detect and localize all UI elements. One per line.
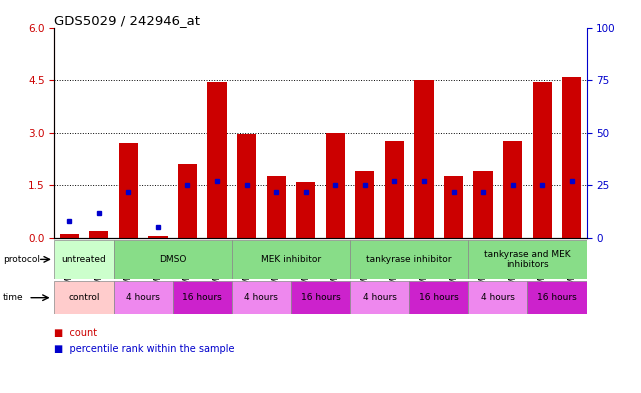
Bar bbox=[474, 171, 493, 238]
Bar bbox=[172, 281, 232, 314]
Text: time: time bbox=[3, 293, 24, 302]
Text: 16 hours: 16 hours bbox=[419, 293, 458, 302]
Bar bbox=[409, 281, 469, 314]
Text: 4 hours: 4 hours bbox=[126, 293, 160, 302]
Bar bbox=[533, 82, 552, 238]
Bar bbox=[414, 80, 433, 238]
Bar bbox=[119, 143, 138, 238]
Bar bbox=[562, 77, 581, 238]
Text: 4 hours: 4 hours bbox=[244, 293, 278, 302]
Text: untreated: untreated bbox=[62, 255, 106, 264]
Bar bbox=[528, 281, 587, 314]
Text: ■  percentile rank within the sample: ■ percentile rank within the sample bbox=[54, 344, 235, 354]
Text: 16 hours: 16 hours bbox=[301, 293, 340, 302]
Bar bbox=[350, 281, 409, 314]
Text: control: control bbox=[69, 293, 100, 302]
Text: tankyrase and MEK
inhibitors: tankyrase and MEK inhibitors bbox=[484, 250, 570, 269]
Bar bbox=[232, 240, 350, 279]
Bar bbox=[444, 176, 463, 238]
Bar bbox=[208, 82, 227, 238]
Bar bbox=[267, 176, 286, 238]
Bar bbox=[296, 182, 315, 238]
Bar bbox=[113, 281, 172, 314]
Bar bbox=[385, 141, 404, 238]
Bar bbox=[355, 171, 374, 238]
Text: tankyrase inhibitor: tankyrase inhibitor bbox=[367, 255, 452, 264]
Bar bbox=[291, 281, 350, 314]
Bar bbox=[350, 240, 469, 279]
Text: DMSO: DMSO bbox=[159, 255, 187, 264]
Bar bbox=[60, 234, 79, 238]
Bar bbox=[89, 231, 108, 238]
Text: 4 hours: 4 hours bbox=[363, 293, 397, 302]
Bar bbox=[326, 132, 345, 238]
Bar bbox=[178, 164, 197, 238]
Bar bbox=[148, 236, 167, 238]
Bar bbox=[54, 240, 113, 279]
Text: 16 hours: 16 hours bbox=[537, 293, 577, 302]
Text: GDS5029 / 242946_at: GDS5029 / 242946_at bbox=[54, 14, 201, 27]
Bar bbox=[232, 281, 291, 314]
Text: 16 hours: 16 hours bbox=[183, 293, 222, 302]
Text: protocol: protocol bbox=[3, 255, 40, 264]
Bar bbox=[469, 240, 587, 279]
Bar bbox=[503, 141, 522, 238]
Text: MEK inhibitor: MEK inhibitor bbox=[261, 255, 321, 264]
Bar bbox=[469, 281, 528, 314]
Bar bbox=[113, 240, 232, 279]
Bar bbox=[237, 134, 256, 238]
Text: 4 hours: 4 hours bbox=[481, 293, 515, 302]
Text: ■  count: ■ count bbox=[54, 328, 97, 338]
Bar bbox=[54, 281, 113, 314]
